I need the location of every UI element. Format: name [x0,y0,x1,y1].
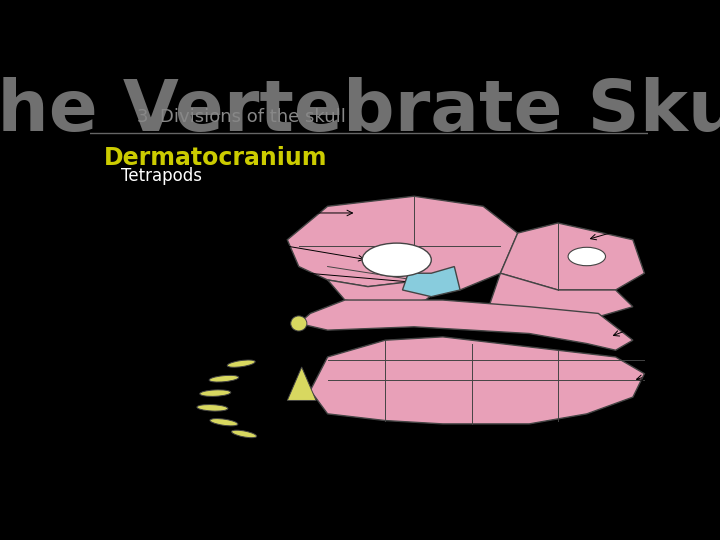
Polygon shape [310,337,644,424]
Polygon shape [299,300,633,350]
Ellipse shape [362,243,431,276]
Ellipse shape [199,390,231,396]
Text: Orbital series: Orbital series [132,232,202,241]
Text: Dermatocranium: Dermatocranium [104,146,328,170]
Text: Vault series: Vault series [132,208,193,218]
Polygon shape [500,223,644,290]
Text: Facial
series: Facial series [650,212,681,234]
Text: 3  Divisions of the skull: 3 Divisions of the skull [138,109,346,126]
Ellipse shape [568,247,606,266]
Ellipse shape [228,360,255,367]
Ellipse shape [291,316,307,331]
Text: Tetrapods: Tetrapods [121,167,202,185]
Text: Temporal series: Temporal series [132,261,230,272]
Polygon shape [287,367,316,401]
Ellipse shape [210,418,238,426]
Ellipse shape [197,404,228,411]
Text: Mandibular
series: Mandibular series [650,369,708,391]
Ellipse shape [232,430,256,438]
Polygon shape [287,196,518,290]
Polygon shape [402,267,460,296]
Polygon shape [328,280,443,307]
Text: The Vertebrate Skull: The Vertebrate Skull [0,77,720,146]
Text: Hyoid
apparatus: Hyoid apparatus [212,453,266,475]
Polygon shape [489,273,633,320]
Text: Palatal series: Palatal series [650,319,719,328]
Ellipse shape [209,375,239,382]
